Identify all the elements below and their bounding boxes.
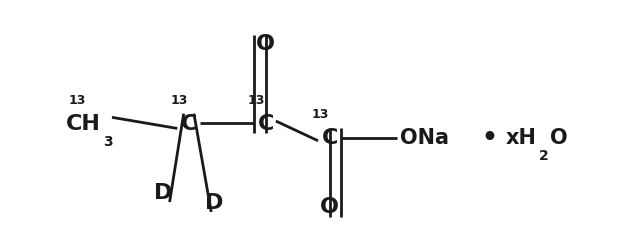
Text: C: C [321, 128, 338, 148]
Text: 13: 13 [247, 94, 265, 106]
Text: O: O [256, 35, 275, 54]
Text: CH: CH [66, 114, 100, 133]
Text: 13: 13 [68, 94, 86, 106]
Text: C: C [180, 114, 197, 133]
Text: O: O [550, 128, 568, 148]
Text: 2: 2 [539, 149, 549, 163]
Text: D: D [154, 183, 172, 203]
Text: 13: 13 [311, 108, 329, 121]
Text: 3: 3 [102, 135, 113, 149]
Text: xH: xH [506, 128, 536, 148]
Text: C: C [257, 114, 274, 133]
Text: O: O [320, 198, 339, 217]
Text: •: • [482, 126, 498, 150]
Text: ONa: ONa [400, 128, 449, 148]
Text: D: D [205, 193, 223, 212]
Text: 13: 13 [170, 94, 188, 106]
